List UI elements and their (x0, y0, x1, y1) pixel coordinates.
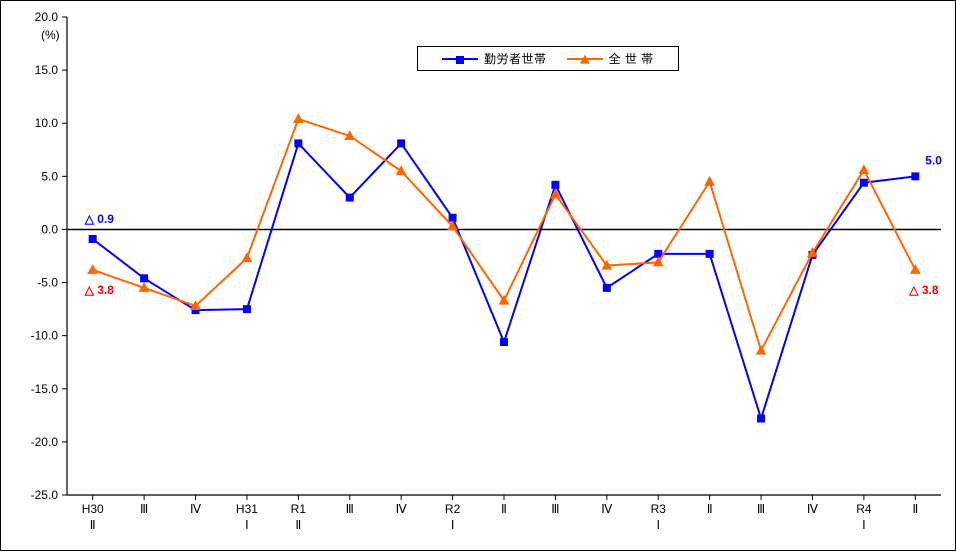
x-tick-label: R3 (651, 502, 667, 516)
x-tick-label: H31 (236, 502, 258, 516)
data-point (242, 252, 253, 262)
x-tick-label: Ⅱ (501, 502, 507, 516)
y-tick-label: 15.0 (35, 63, 59, 77)
data-point (860, 179, 868, 187)
data-point (910, 264, 921, 274)
y-tick-label: 5.0 (41, 169, 58, 183)
data-annotation: △ 3.8 (84, 283, 115, 297)
data-point (704, 176, 715, 186)
y-axis-unit: (%) (41, 28, 60, 42)
data-point (87, 264, 98, 274)
y-tick-label: -5.0 (37, 276, 58, 290)
data-point (858, 164, 869, 174)
x-tick-label: H30 (82, 502, 104, 516)
y-tick-label: -15.0 (31, 382, 59, 396)
legend-item-series-2: 全 世 帯 (567, 50, 654, 67)
x-tick-sublabel: Ⅰ (656, 518, 660, 532)
x-tick-label: Ⅳ (807, 502, 818, 516)
y-tick-label: -25.0 (31, 488, 59, 502)
series-line-0 (93, 143, 916, 418)
data-point (346, 194, 354, 202)
series-line-1 (93, 119, 916, 351)
data-annotation: 5.0 (925, 153, 942, 167)
data-annotation: △ 0.9 (84, 212, 115, 226)
data-point (397, 139, 405, 147)
data-point (294, 139, 302, 147)
x-tick-label: Ⅳ (601, 502, 612, 516)
data-point (551, 181, 559, 189)
data-point (89, 235, 97, 243)
x-tick-label: Ⅱ (707, 502, 713, 516)
y-tick-label: -20.0 (31, 435, 59, 449)
data-point (706, 250, 714, 258)
y-tick-label: -10.0 (31, 329, 59, 343)
x-tick-label: Ⅲ (757, 502, 765, 516)
x-tick-sublabel: Ⅰ (451, 518, 455, 532)
data-point (757, 415, 765, 423)
x-tick-label: R2 (445, 502, 461, 516)
data-point (756, 345, 767, 355)
y-tick-label: 20.0 (35, 10, 59, 24)
x-tick-label: Ⅱ (912, 502, 918, 516)
x-tick-label: Ⅲ (140, 502, 148, 516)
x-tick-label: R1 (291, 502, 307, 516)
data-point (911, 172, 919, 180)
line-chart: 20.0 15.0 10.0 5.0 0.0 -5.0 -10.0 -15.0 -20.0 -25… (1, 1, 956, 552)
chart-container: 勤労者世帯 全 世 帯 20.0 15.0 10.0 5.0 0.0 -5.0 -10.0 -… (0, 0, 956, 551)
legend-label-series-2: 全 世 帯 (609, 50, 654, 67)
x-tick-sublabel: Ⅱ (295, 518, 301, 532)
chart-legend: 勤労者世帯 全 世 帯 (417, 46, 679, 71)
data-point (500, 338, 508, 346)
y-tick-label: 10.0 (35, 116, 59, 130)
x-tick-sublabel: Ⅱ (90, 518, 96, 532)
data-point (396, 165, 407, 175)
x-tick-sublabel: Ⅰ (862, 518, 866, 532)
x-tick-sublabel: Ⅰ (245, 518, 249, 532)
data-point (293, 113, 304, 123)
data-point (603, 284, 611, 292)
data-point (140, 274, 148, 282)
data-point (243, 305, 251, 313)
x-tick-label: Ⅲ (346, 502, 354, 516)
legend-swatch-series-2 (567, 58, 603, 60)
legend-swatch-series-1 (442, 58, 478, 60)
y-tick-label: 0.0 (41, 222, 58, 236)
x-tick-label: Ⅳ (396, 502, 407, 516)
triangle-marker-icon (580, 54, 590, 63)
square-marker-icon (456, 56, 464, 64)
data-annotation: △ 3.8 (908, 283, 939, 297)
x-tick-label: Ⅲ (551, 502, 559, 516)
legend-item-series-1: 勤労者世帯 (442, 50, 547, 67)
x-tick-label: Ⅳ (190, 502, 201, 516)
legend-label-series-1: 勤労者世帯 (484, 50, 547, 67)
x-tick-label: R4 (856, 502, 872, 516)
